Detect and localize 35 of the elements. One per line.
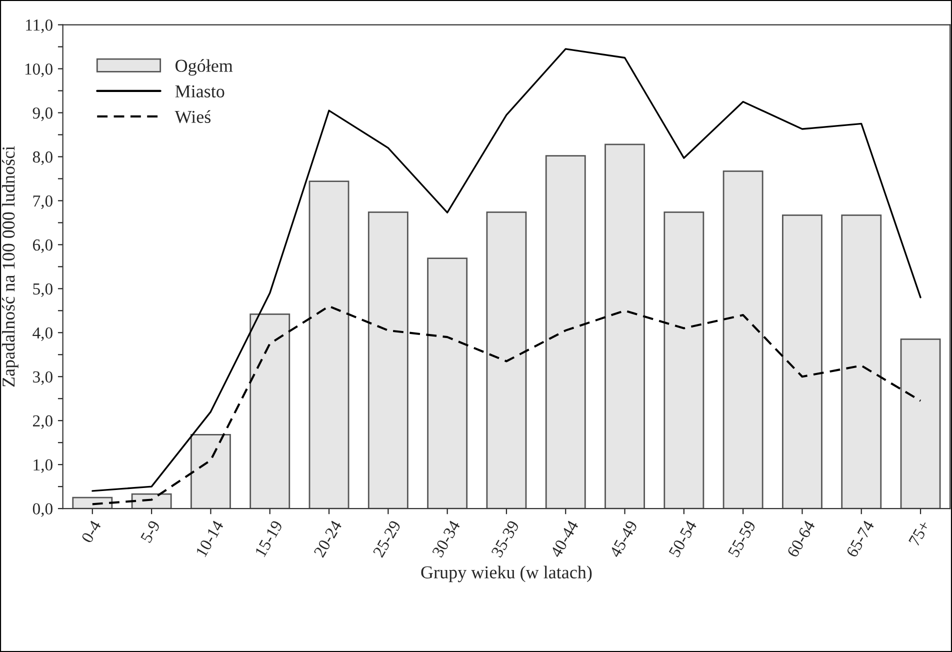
legend-label: Miasto xyxy=(175,85,224,98)
x-axis-title: Grupy wieku (w latach) xyxy=(421,566,592,582)
y-tick-label: 8,0 xyxy=(32,151,52,166)
bar xyxy=(368,211,408,509)
y-tick-label: 1,0 xyxy=(34,459,52,473)
bar xyxy=(486,211,527,509)
bar xyxy=(308,180,350,509)
line-series xyxy=(92,48,922,492)
y-tick-label: 3,0 xyxy=(33,371,52,385)
bar xyxy=(250,313,290,509)
bar xyxy=(427,258,468,509)
y-tick-label: 4,0 xyxy=(32,327,52,341)
y-tick-label: 7,0 xyxy=(33,195,52,210)
bar xyxy=(190,434,231,509)
x-tick-label: 5-9 xyxy=(140,520,160,544)
bar xyxy=(545,155,586,509)
bar xyxy=(604,144,645,509)
y-tick-label: 0,0 xyxy=(32,503,52,517)
y-axis-title: Zapadalność na 100 000 ludności xyxy=(2,146,18,387)
bar xyxy=(722,170,764,509)
y-tick-label: 9,0 xyxy=(32,107,52,122)
y-tick-label: 11,0 xyxy=(26,19,52,34)
legend-label: Ogółem xyxy=(176,59,233,76)
bar xyxy=(900,338,941,509)
y-tick-label: 10,0 xyxy=(25,63,52,78)
bar xyxy=(664,211,704,509)
line-series xyxy=(91,305,922,506)
bar xyxy=(782,214,822,509)
legend-label: Wieś xyxy=(174,110,210,124)
y-tick-label: 5,0 xyxy=(33,283,52,298)
y-tick-label: 2,0 xyxy=(33,415,52,429)
x-tick-label: 0-4 xyxy=(81,519,102,544)
y-tick-label: 6,0 xyxy=(32,239,52,254)
bar xyxy=(841,214,882,509)
x-tick-label: 75+ xyxy=(908,520,930,546)
